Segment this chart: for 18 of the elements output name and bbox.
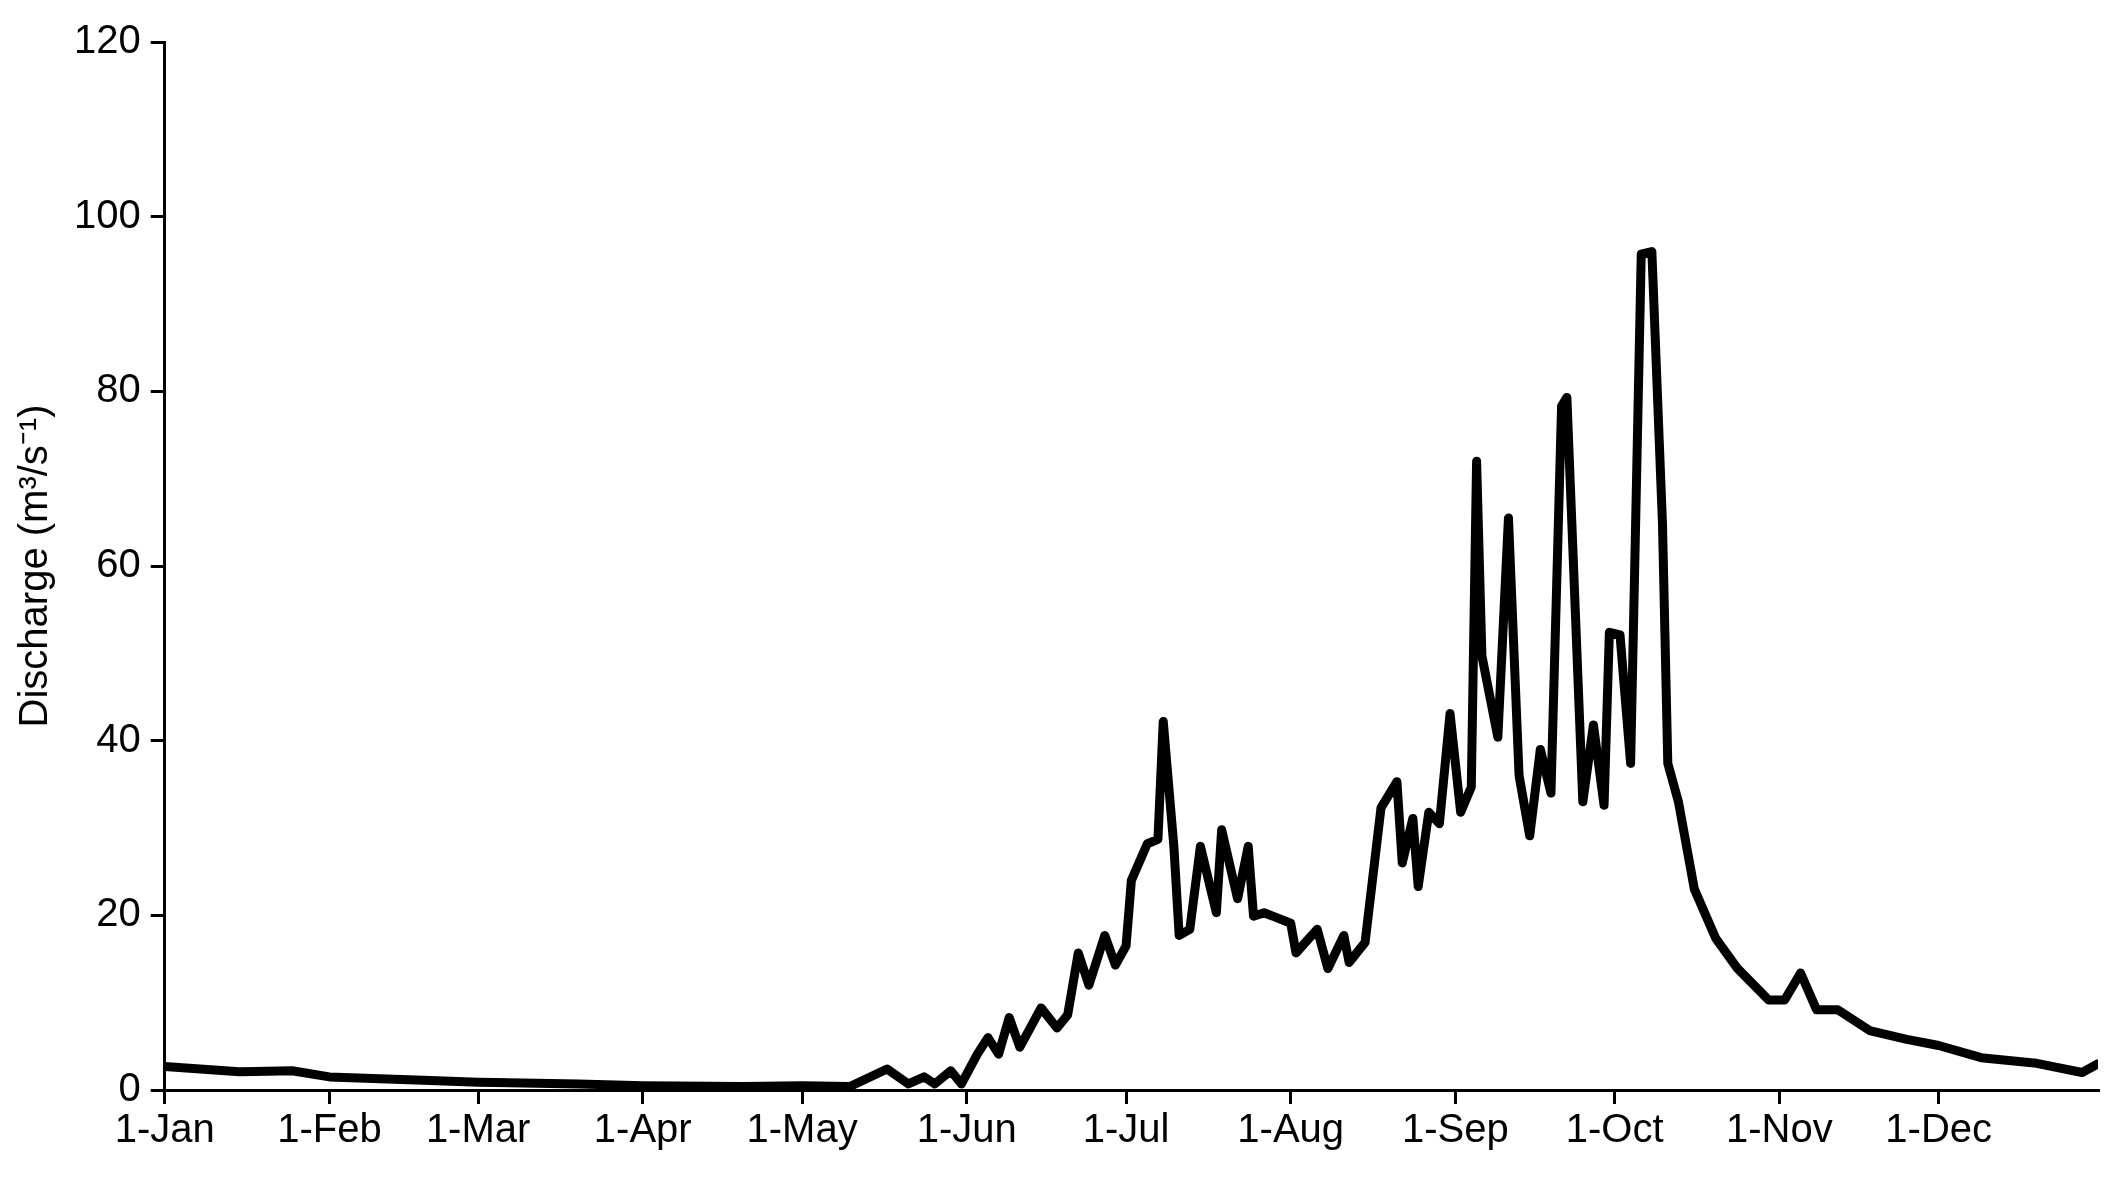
x-tick-label: 1-Mar [425, 1106, 531, 1151]
x-tick-label: 1-Apr [593, 1106, 692, 1151]
x-tick-label: 1-Nov [1725, 1106, 1833, 1151]
x-tick-label: 1-Sep [1401, 1106, 1509, 1151]
x-tick-label: 1-Dec [1885, 1106, 1993, 1151]
x-tick-label: 1-Feb [277, 1106, 382, 1151]
y-tick-label: 120 [73, 17, 141, 62]
y-tick-label: 100 [73, 191, 141, 236]
x-tick-label: 1-Jun [916, 1106, 1017, 1151]
x-tick-label: 1-May [746, 1106, 858, 1151]
y-tick-label: 60 [96, 541, 141, 586]
y-axis-title: Discharge (m³/s⁻¹) [11, 404, 56, 728]
x-tick-label: 1-Oct [1565, 1106, 1664, 1151]
y-tick-label: 40 [96, 715, 141, 760]
x-tick-label: 1-Jul [1082, 1106, 1170, 1151]
y-tick-label: 80 [96, 366, 141, 411]
y-tick-label: 20 [96, 890, 141, 935]
x-tick-label: 1-Aug [1237, 1106, 1345, 1151]
